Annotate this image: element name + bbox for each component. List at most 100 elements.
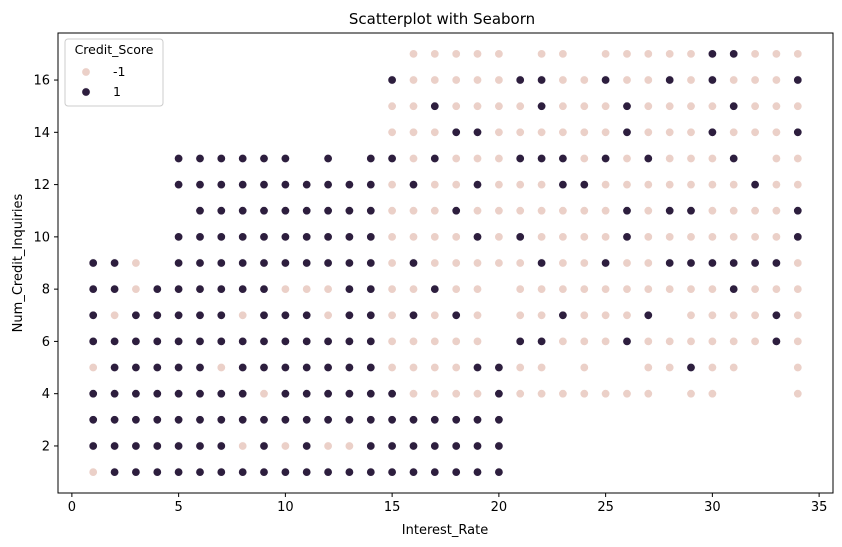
data-point-1-120 (323, 180, 333, 190)
data-point-1-158 (430, 467, 440, 477)
data-point-1-52 (195, 206, 205, 216)
data-point-1-204 (643, 154, 653, 164)
data-point-1-176 (472, 127, 482, 137)
data-point-1-71 (238, 336, 248, 346)
data-point-neg1-177 (707, 180, 717, 190)
data-point-neg1-199 (771, 206, 781, 216)
data-point-1-148 (387, 415, 397, 425)
data-point-neg1-96 (537, 49, 547, 59)
data-point-1-65 (216, 180, 226, 190)
legend-marker-neg1 (81, 67, 91, 77)
data-point-neg1-24 (387, 127, 397, 137)
data-point-neg1-135 (622, 154, 632, 164)
data-point-1-96 (280, 258, 290, 268)
data-point-1-107 (302, 310, 312, 320)
data-point-neg1-28 (408, 336, 418, 346)
data-point-neg1-69 (494, 258, 504, 268)
data-point-1-219 (729, 49, 739, 59)
data-point-1-59 (216, 336, 226, 346)
data-point-neg1-193 (750, 127, 760, 137)
data-point-neg1-67 (472, 75, 482, 85)
data-point-1-104 (302, 389, 312, 399)
data-point-neg1-29 (408, 284, 418, 294)
data-point-neg1-130 (622, 389, 632, 399)
data-point-neg1-176 (707, 206, 717, 216)
data-point-neg1-207 (793, 362, 803, 372)
data-point-1-5 (88, 284, 98, 294)
data-point-1-102 (302, 441, 312, 451)
data-point-neg1-44 (430, 180, 440, 190)
data-point-neg1-83 (515, 206, 525, 216)
data-point-1-17 (131, 415, 141, 425)
data-point-1-119 (323, 206, 333, 216)
data-point-neg1-90 (537, 284, 547, 294)
data-point-1-10 (110, 389, 120, 399)
data-point-1-14 (110, 258, 120, 268)
data-point-1-143 (366, 206, 376, 216)
x-axis-label: Interest_Rate (402, 523, 488, 538)
data-point-neg1-12 (323, 284, 333, 294)
data-point-neg1-39 (430, 336, 440, 346)
data-point-neg1-78 (515, 389, 525, 399)
data-point-1-172 (472, 415, 482, 425)
data-point-1-97 (280, 232, 290, 242)
data-point-1-8 (110, 441, 120, 451)
y-axis-ticks: 2 4 6 8 10 12 14 16 (33, 74, 58, 454)
data-point-neg1-27 (408, 362, 418, 372)
data-point-neg1-175 (707, 232, 717, 242)
data-point-neg1-16 (387, 362, 397, 372)
data-point-1-105 (302, 362, 312, 372)
data-point-neg1-156 (665, 127, 675, 137)
data-point-neg1-183 (729, 232, 739, 242)
data-point-neg1-143 (643, 232, 653, 242)
data-point-neg1-74 (494, 127, 504, 137)
data-point-neg1-132 (622, 284, 632, 294)
data-point-1-37 (174, 284, 184, 294)
data-point-1-67 (238, 467, 248, 477)
data-point-1-15 (131, 467, 141, 477)
data-point-1-34 (174, 362, 184, 372)
data-point-1-28 (152, 310, 162, 320)
data-point-1-128 (344, 284, 354, 294)
data-point-1-72 (238, 284, 248, 294)
data-point-1-51 (195, 232, 205, 242)
data-point-1-18 (131, 389, 141, 399)
data-point-neg1-136 (622, 75, 632, 85)
data-point-1-54 (195, 154, 205, 164)
data-point-1-112 (323, 467, 333, 477)
legend-marker-1 (81, 87, 91, 97)
data-point-neg1-114 (579, 232, 589, 242)
data-point-neg1-195 (750, 75, 760, 85)
data-point-1-181 (494, 362, 504, 372)
data-point-1-178 (494, 441, 504, 451)
data-point-neg1-14 (323, 441, 333, 451)
data-point-1-200 (622, 206, 632, 216)
data-point-neg1-0 (88, 467, 98, 477)
data-point-neg1-49 (451, 362, 461, 372)
data-point-1-195 (601, 258, 611, 268)
data-point-neg1-43 (430, 206, 440, 216)
data-point-1-168 (451, 206, 461, 216)
data-point-1-122 (344, 467, 354, 477)
data-point-neg1-86 (515, 101, 525, 111)
data-point-neg1-110 (579, 336, 589, 346)
data-point-neg1-113 (579, 258, 589, 268)
data-point-1-192 (558, 180, 568, 190)
data-point-1-68 (238, 415, 248, 425)
data-point-neg1-57 (451, 75, 461, 85)
data-point-1-139 (366, 310, 376, 320)
y-tick-label-12: 12 (33, 178, 50, 193)
data-point-1-134 (366, 441, 376, 451)
data-point-1-209 (686, 258, 696, 268)
data-point-neg1-208 (793, 336, 803, 346)
data-point-neg1-157 (665, 101, 675, 111)
data-point-1-19 (131, 362, 141, 372)
y-tick-label-6: 6 (42, 335, 50, 350)
data-point-neg1-165 (686, 154, 696, 164)
data-point-neg1-211 (793, 258, 803, 268)
data-point-1-133 (366, 467, 376, 477)
legend: Credit_Score -1 1 (64, 38, 164, 107)
data-point-1-210 (686, 206, 696, 216)
data-point-1-126 (344, 336, 354, 346)
